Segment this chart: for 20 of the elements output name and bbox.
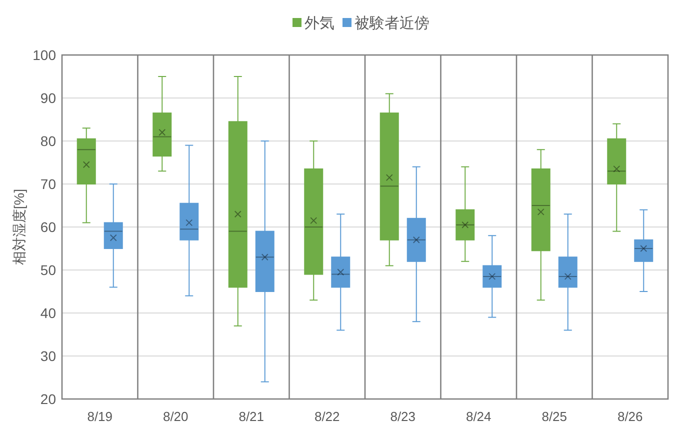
x-tick-label: 8/21 (238, 409, 264, 424)
y-tick-label: 90 (40, 90, 56, 106)
y-tick-label: 60 (40, 219, 56, 235)
y-tick-label: 30 (40, 348, 56, 364)
y-tick-label: 80 (40, 133, 56, 149)
x-tick-label: 8/22 (314, 409, 340, 424)
x-tick-label: 8/24 (466, 409, 492, 424)
legend-label: 外気 (304, 15, 334, 32)
y-tick-label: 20 (40, 391, 56, 407)
y-tick-label: 50 (40, 262, 56, 278)
y-tick-label: 40 (40, 305, 56, 321)
x-tick-label: 8/26 (617, 409, 643, 424)
x-tick-label: 8/19 (87, 409, 113, 424)
legend-label: 被験者近傍 (354, 15, 430, 32)
x-tick-label: 8/23 (390, 409, 416, 424)
x-tick-label: 8/25 (542, 409, 568, 424)
x-tick-label: 8/20 (162, 409, 188, 424)
y-axis-title: 相対湿度[%] (11, 188, 27, 266)
y-tick-label: 70 (40, 176, 56, 192)
y-tick-label: 100 (32, 47, 56, 63)
